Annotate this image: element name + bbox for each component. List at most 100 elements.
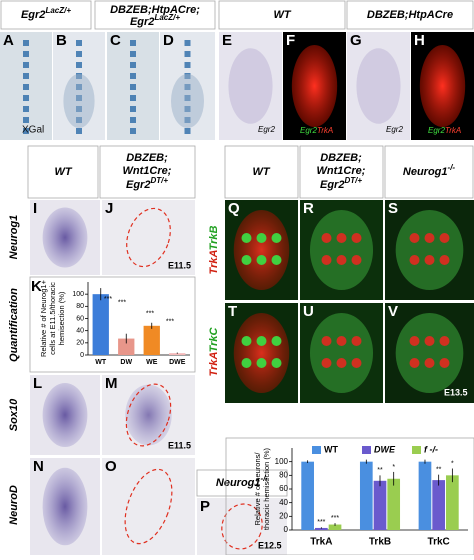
stain [23,117,29,123]
y-tick-label: 20 [76,340,84,347]
significance: *** [146,310,154,317]
panel-label: F [286,32,295,49]
cell [241,358,252,368]
stain [23,62,29,68]
panel-label: U [303,303,314,320]
stain [130,51,136,57]
photo-panel [102,458,195,555]
panel-text-part: TrkA [317,126,333,135]
stain [184,51,191,57]
cell [424,358,435,368]
y-axis-label: Relative # of neurons/ [253,452,262,526]
header: Wnt1Cre; [123,165,172,177]
stain [76,128,82,134]
cell [424,255,435,265]
ganglion [291,44,338,128]
stain [130,62,136,68]
ganglion [233,210,290,290]
bar [314,527,328,530]
cell [439,233,450,243]
cell [241,336,252,346]
cell [409,358,420,368]
outline [221,503,263,550]
bar [418,461,432,530]
significance: ** [377,467,383,474]
significance: * [392,464,395,471]
ganglion [395,313,464,393]
row-label: TrkATrkC [208,326,220,376]
ganglion [63,74,95,128]
cell [241,255,252,265]
panel-text-part: Egr2 [428,126,445,135]
cell [321,358,332,368]
cell [409,336,420,346]
panel-label: E [222,32,232,49]
cell [409,255,420,265]
header: WT [54,166,72,178]
header-sup: -/- [261,474,269,483]
ganglion [309,210,374,290]
y-tick-label: 20 [279,511,288,520]
panel-text: Egr2TrkA [428,126,461,135]
y-tick-label: 60 [76,315,84,322]
header-text: Neurog1 [403,166,448,178]
header-text: Egr2 [130,16,154,28]
panel-label: G [350,32,362,49]
cell [321,255,332,265]
x-tick-label: DWE [169,359,186,366]
stain [130,73,136,79]
stain [130,84,136,90]
cell [336,336,347,346]
bar [143,325,160,355]
ganglion [395,210,464,290]
ganglion [419,44,466,128]
x-tick-label: TrkC [428,537,450,548]
cell [256,358,267,368]
bar [328,524,342,530]
stain [23,84,29,90]
y-tick-label: 80 [76,303,84,310]
header: WT [273,9,291,21]
panel-label: Q [228,200,240,217]
header: Egr2LacZ/+ [130,13,180,28]
ganglion [125,384,172,446]
bar [446,475,459,530]
panel-text-part: TrkA [445,126,461,135]
header-text: Egr2 [126,179,150,191]
bar [359,461,373,530]
y-tick-label: 0 [284,525,289,534]
header: DBZEB;HtpACre [367,9,453,21]
panel-label: R [303,200,314,217]
stain [23,40,29,46]
photo-panel [197,498,287,555]
panel-label: N [33,458,44,475]
header: DBZEB; [320,152,362,164]
panel-label: K [31,278,42,295]
panel-text: E13.5 [444,387,468,397]
x-tick-label: TrkA [310,537,332,548]
stain [23,106,29,112]
panel-label: P [200,498,210,515]
x-tick-label: WE [146,359,158,366]
stain [130,95,136,101]
stain [76,62,82,68]
y-axis-label: cells at E11.5/thoracic [48,282,57,355]
outline [126,207,171,268]
header-sup: LacZ/+ [154,13,180,22]
row-label: NeuroD [8,485,20,525]
header: Egr2DT/+ [320,176,362,191]
y-tick-label: 40 [76,328,84,335]
header: Egr2DT/+ [126,176,168,191]
panel-text: E11.5 [168,440,191,450]
charts: 0 20 40 60 80 100 Relative # of Neurog1+ cells … [29,276,474,556]
header: Neurog1-/- [216,474,269,489]
y-axis-label: Relative # of Neurog1+ [39,279,48,357]
significance: *** [104,296,112,303]
panel-label: C [110,32,121,49]
stain [23,128,29,134]
panel-text: XGal [22,125,44,136]
bar [387,478,401,530]
panel-label: T [228,303,237,320]
panel-label: J [105,200,113,217]
cell [424,336,435,346]
